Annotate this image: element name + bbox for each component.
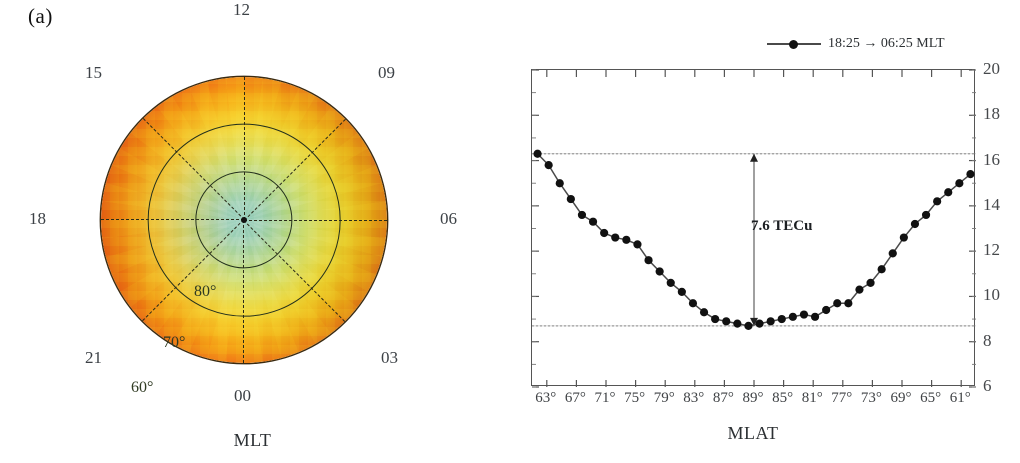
- polar-dial: [101, 77, 387, 363]
- x-tick-label-2: 71°: [594, 390, 616, 406]
- chart-legend: 18:25 → 06:25 MLT: [767, 36, 945, 52]
- x-tick-label-12: 69°: [890, 390, 912, 406]
- y-tick-label-14: 14: [983, 194, 1000, 214]
- y-tick-label-20: 20: [983, 59, 1000, 78]
- mlt-label-03: 03: [381, 348, 398, 367]
- x-tick-label-3: 75°: [624, 390, 646, 406]
- x-tick-label-1: 67°: [564, 390, 586, 406]
- x-tick-label-10: 77°: [831, 390, 853, 406]
- mlt-label-21: 21: [85, 348, 102, 367]
- y-tick-label-10: 10: [983, 285, 1000, 305]
- mlt-label-06: 06: [440, 209, 457, 228]
- x-tick-label-8: 85°: [772, 390, 794, 406]
- x-tick-label-4: 79°: [653, 390, 675, 406]
- mlt-label-15: 15: [85, 63, 102, 82]
- x-tick-label-6: 87°: [712, 390, 734, 406]
- x-axis-title: MLAT: [727, 423, 779, 443]
- mlt-label-18: 18: [29, 209, 46, 228]
- x-tick-label-14: 61°: [949, 390, 971, 406]
- latitude-label-70: 70°: [163, 334, 186, 351]
- y-tick-label-6: 6: [983, 376, 992, 395]
- x-tick-label-13: 65°: [920, 390, 942, 406]
- y-tick-label-16: 16: [983, 149, 1000, 169]
- delta-annotation: 7.6 TECu: [751, 218, 813, 234]
- legend-line-marker-icon: [767, 38, 821, 50]
- x-tick-label-9: 81°: [801, 390, 823, 406]
- mlt-label-12: 12: [233, 0, 250, 19]
- panel-a-label: (a): [28, 4, 53, 28]
- latitude-label-60: 60°: [131, 379, 154, 396]
- x-tick-label-5: 83°: [683, 390, 705, 406]
- panel-b-line-chart: (b) 18:25 → 06:25 MLT 7.6 TECu TECu MLAT…: [505, 0, 1020, 463]
- latitude-label-80: 80°: [194, 283, 217, 300]
- plot-frame: [531, 69, 976, 388]
- dial-center-marker: [241, 217, 247, 223]
- panel-a-polar-map: (a) 12 09 06 03 00 2: [0, 0, 505, 463]
- mlt-label-09: 09: [378, 63, 395, 82]
- x-tick-label-0: 63°: [535, 390, 557, 406]
- x-tick-label-7: 89°: [742, 390, 764, 406]
- x-tick-label-11: 73°: [860, 390, 882, 406]
- legend-label: 18:25 → 06:25 MLT: [828, 36, 945, 51]
- y-tick-label-8: 8: [983, 330, 992, 350]
- mlt-label-00: 00: [234, 386, 251, 405]
- y-tick-label-18: 18: [983, 104, 1000, 124]
- plot-canvas: [532, 69, 976, 388]
- panel-a-axis-caption: MLT: [233, 430, 272, 450]
- y-tick-label-12: 12: [983, 240, 1000, 260]
